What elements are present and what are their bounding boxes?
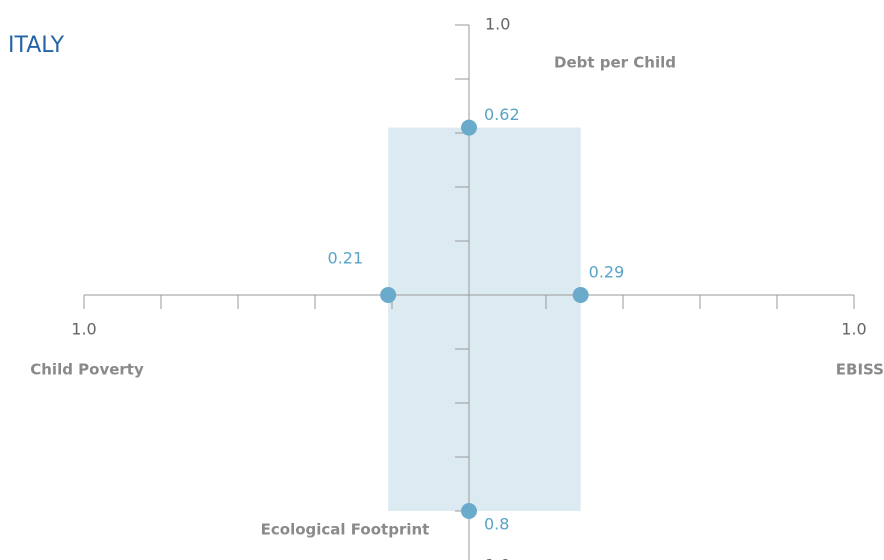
value-band [388,127,581,511]
chart-title: ITALY [8,33,65,58]
value-label: 0.8 [484,515,509,534]
axis-name: Debt per Child [554,54,676,72]
data-point [380,287,397,303]
tick-label: 1.0 [485,15,510,34]
data-point [461,503,477,519]
tick-label: 1.0 [485,556,510,560]
value-label: 0.62 [484,105,520,124]
value-label: 0.29 [589,263,625,282]
value-label: 0.21 [328,249,364,268]
tick-label: 1.0 [841,320,866,339]
data-point [461,119,477,136]
tick-label: 1.0 [71,320,96,339]
axis-name: Child Poverty [30,361,144,379]
axis-name: Ecological Footprint [261,521,430,539]
axis-name: EBISS [836,361,884,379]
data-point [572,287,589,303]
